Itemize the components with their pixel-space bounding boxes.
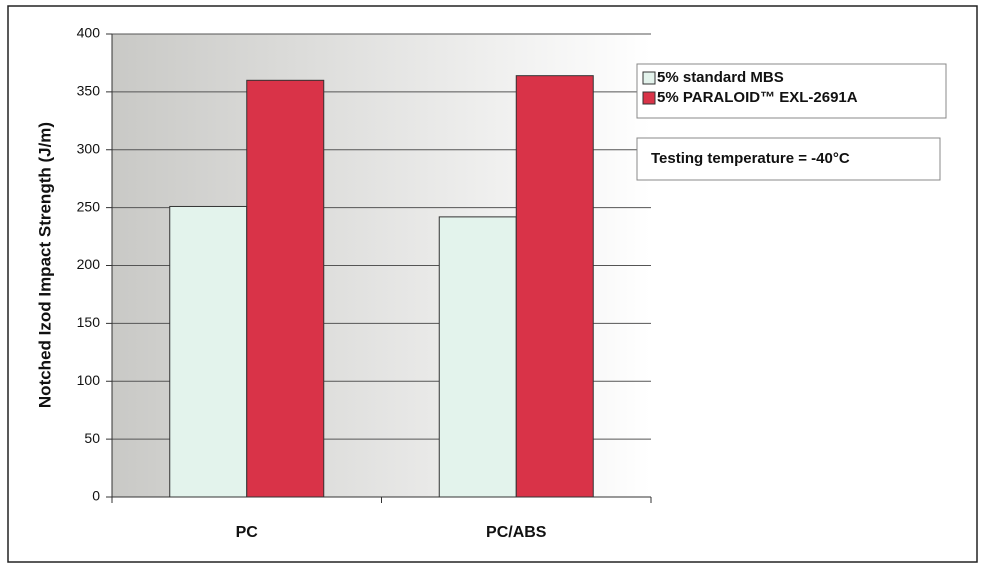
y-tick-label: 350: [77, 83, 101, 99]
bar: [246, 79, 325, 498]
y-axis-label: Notched Izod Impact Strength (J/m): [35, 122, 54, 408]
bar: [515, 75, 594, 498]
y-tick-label: 250: [77, 198, 101, 214]
bar: [438, 216, 517, 498]
legend-swatch: [642, 91, 656, 105]
y-tick-label: 100: [77, 372, 101, 388]
bar: [169, 205, 248, 498]
legend-label: 5% PARALOID™ EXL-2691A: [657, 89, 858, 106]
y-tick-label: 50: [84, 430, 100, 446]
x-tick-label: PC: [236, 524, 259, 541]
legend-box: [636, 63, 947, 119]
y-tick-label: 200: [77, 256, 101, 272]
y-tick-label: 300: [77, 140, 101, 156]
annotation: Testing temperature = -40°C: [651, 150, 850, 167]
y-tick-label: 400: [77, 25, 101, 41]
legend-swatch: [642, 71, 656, 85]
y-tick-label: 150: [77, 314, 101, 330]
legend-label: 5% standard MBS: [657, 69, 784, 86]
y-tick-label: 0: [92, 488, 100, 504]
x-tick-label: PC/ABS: [486, 524, 547, 541]
annotation-box: [636, 137, 941, 181]
